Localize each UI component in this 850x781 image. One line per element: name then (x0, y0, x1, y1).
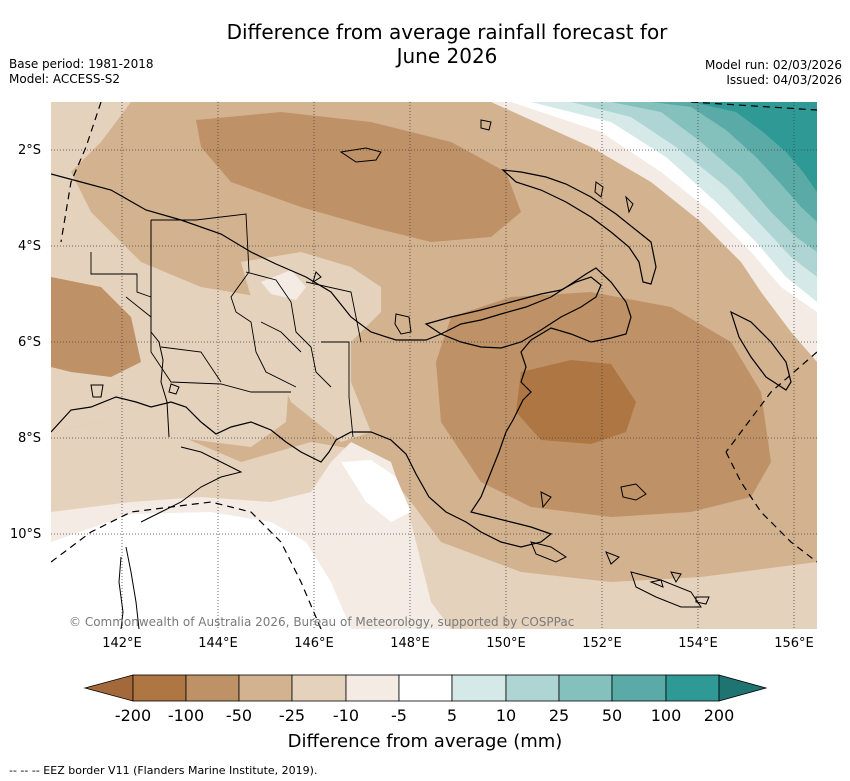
colorbar-label-11: 100 (650, 706, 682, 725)
lon-label-148e: 148°E (390, 636, 430, 651)
province-borders (90, 213, 362, 438)
map-svg (51, 102, 817, 629)
colorbar-label-1: -200 (114, 706, 152, 725)
contour-white-south (51, 512, 351, 629)
colorbar-swatch-1 (132, 674, 187, 702)
title-line-2: June 2026 (396, 44, 498, 68)
colorbar-swatch-11 (665, 674, 720, 702)
colorbar-title: Difference from average (mm) (287, 731, 563, 752)
lon-label-150e: 150°E (486, 636, 526, 651)
colorbar (83, 674, 768, 702)
contour-tan-north (196, 112, 521, 242)
small-islands (90, 119, 710, 605)
contour-teal-5 (691, 102, 817, 192)
lon-label-146e: 146°E (294, 636, 334, 651)
lat-label-8s: 8°S (18, 431, 42, 446)
lat-label-2s: 2°S (18, 143, 42, 158)
colorbar-swatch-5 (345, 674, 400, 702)
model-run-text: Model run: 02/03/2026 (704, 58, 842, 72)
metadata-left: Base period: 1981-2018 Model: ACCESS-S2 (9, 57, 154, 87)
colorbar-label-2: -100 (167, 706, 205, 725)
colorbar-swatch-2 (185, 674, 240, 702)
map-title: Difference from average rainfall forecas… (0, 20, 850, 68)
colorbar-label-7: 5 (446, 706, 458, 725)
lon-label-152e: 152°E (582, 636, 622, 651)
lon-label-142e: 142°E (102, 636, 142, 651)
colorbar-label-6: -5 (391, 706, 407, 725)
colorbar-max-arrow (718, 674, 768, 702)
cape-york-coastline-west (118, 556, 124, 629)
contour-very-light-patch (261, 270, 306, 300)
colorbar-label-12: 200 (703, 706, 735, 725)
lat-label-4s: 4°S (18, 239, 42, 254)
title-line-1: Difference from average rainfall forecas… (226, 20, 668, 44)
contour-tan-west (51, 277, 141, 377)
bougainville-coastline (729, 310, 792, 391)
lat-label-6s: 6°S (18, 335, 42, 350)
manus-coastline (339, 147, 382, 163)
model-text: Model: ACCESS-S2 (9, 72, 121, 86)
fly-river-delta (140, 446, 243, 523)
lon-label-154e: 154°E (678, 636, 718, 651)
contour-dark-brown (516, 360, 636, 444)
issued-text: Issued: 04/03/2026 (726, 73, 842, 87)
new-guinea-coastline (51, 173, 632, 548)
lon-label-144e: 144°E (198, 636, 238, 651)
colorbar-swatch-10 (611, 674, 667, 702)
colorbar-swatch-3 (238, 674, 293, 702)
colorbar-swatch-9 (558, 674, 613, 702)
new-britain-coastline (424, 276, 602, 349)
colorbar-swatch-8 (505, 674, 560, 702)
colorbar-label-5: -10 (332, 706, 360, 725)
rainfall-map[interactable] (51, 102, 817, 629)
solomon-islands (530, 541, 702, 608)
metadata-right: Model run: 02/03/2026 Issued: 04/03/2026 (705, 58, 842, 88)
colorbar-label-3: -50 (225, 706, 253, 725)
lon-label-156e: 156°E (774, 636, 814, 651)
cape-york-coastline (125, 546, 140, 629)
lat-label-10s: 10°S (10, 527, 42, 542)
eez-borders (51, 102, 817, 629)
colorbar-min-arrow (83, 674, 134, 702)
colorbar-swatch-6 (398, 674, 453, 702)
base-period-text: Base period: 1981-2018 (9, 57, 154, 71)
colorbar-label-4: -25 (278, 706, 306, 725)
colorbar-label-10: 50 (601, 706, 623, 725)
colorbar-swatch-4 (291, 674, 347, 702)
copyright-text: © Commonwealth of Australia 2026, Bureau… (69, 615, 575, 629)
colorbar-label-9: 25 (548, 706, 570, 725)
new-ireland-coastline (501, 169, 657, 285)
footnote: -- -- -- EEZ border V11 (Flanders Marine… (9, 764, 318, 777)
colorbar-swatch-7 (451, 674, 507, 702)
contour-white-gap (341, 460, 411, 522)
colorbar-label-8: 10 (495, 706, 517, 725)
